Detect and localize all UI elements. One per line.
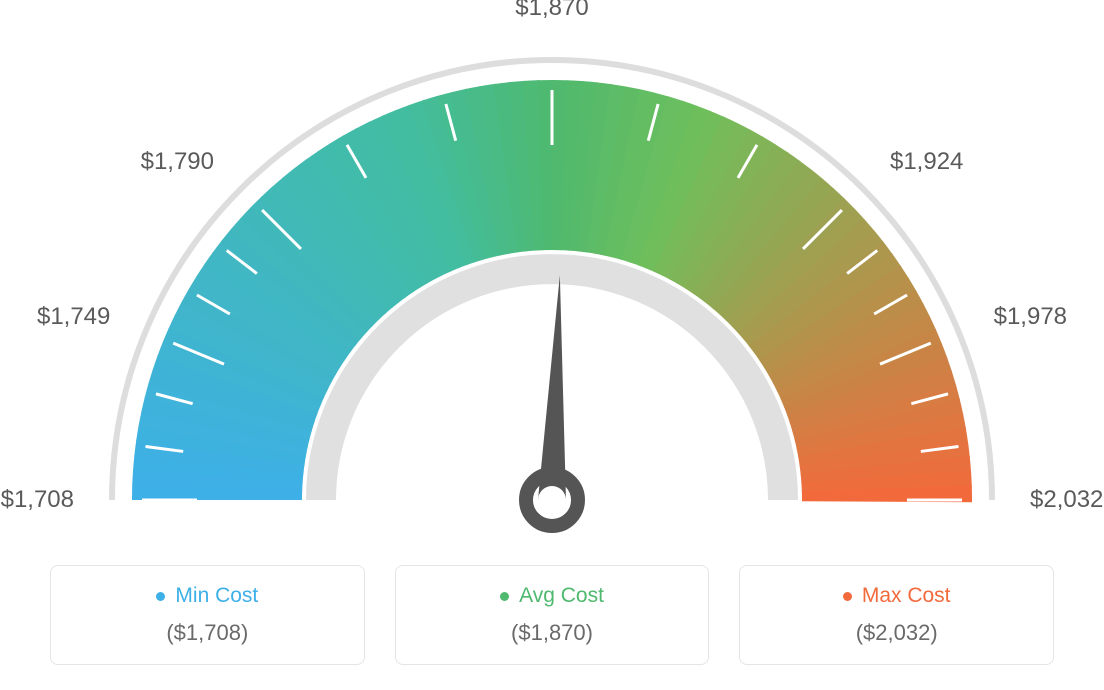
legend-card-max: Max Cost ($2,032) — [739, 565, 1054, 665]
gauge-tick-label: $1,924 — [890, 148, 963, 176]
gauge-tick-label: $1,749 — [37, 303, 110, 331]
gauge-tick-label: $2,032 — [1030, 486, 1103, 514]
legend-value-avg: ($1,870) — [416, 620, 689, 646]
gauge-tick-label: $1,870 — [515, 0, 588, 22]
legend-title-min-text: Min Cost — [175, 584, 258, 608]
gauge-svg — [0, 0, 1104, 540]
legend-title-avg-text: Avg Cost — [519, 584, 604, 608]
gauge-needle-hub-inner — [538, 486, 566, 514]
gauge-tick-label: $1,978 — [994, 303, 1067, 331]
legend-dot-avg — [500, 592, 509, 601]
legend-title-max-text: Max Cost — [862, 584, 951, 608]
legend-row: Min Cost ($1,708) Avg Cost ($1,870) Max … — [50, 565, 1054, 665]
gauge-chart-container: $1,708 $1,749 $1,790 $1,870 $1,924 $1,978 $2,0… — [0, 0, 1104, 690]
legend-title-max: Max Cost — [760, 584, 1033, 608]
legend-title-avg: Avg Cost — [416, 584, 689, 608]
gauge-tick-label: $1,708 — [1, 486, 74, 514]
legend-title-min: Min Cost — [71, 584, 344, 608]
legend-dot-min — [156, 592, 165, 601]
legend-card-min: Min Cost ($1,708) — [50, 565, 365, 665]
legend-card-avg: Avg Cost ($1,870) — [395, 565, 710, 665]
legend-value-max: ($2,032) — [760, 620, 1033, 646]
gauge-tick-label: $1,790 — [141, 148, 214, 176]
legend-value-min: ($1,708) — [71, 620, 344, 646]
gauge-area: $1,708 $1,749 $1,790 $1,870 $1,924 $1,978 $2,0… — [0, 0, 1104, 540]
gauge-needle — [538, 275, 566, 500]
legend-dot-max — [843, 592, 852, 601]
